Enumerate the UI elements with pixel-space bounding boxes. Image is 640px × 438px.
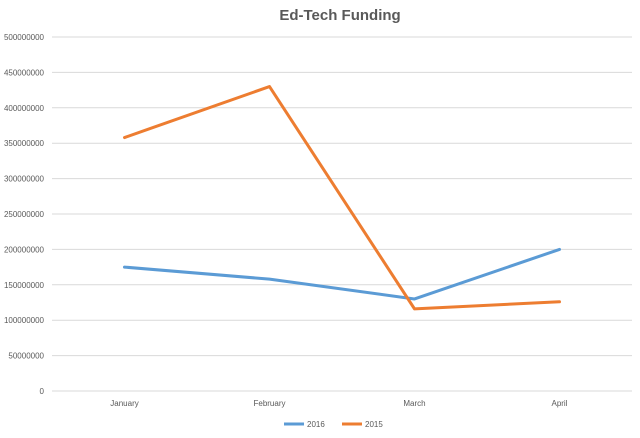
x-tick-label: April — [551, 399, 567, 408]
y-tick-label: 500000000 — [4, 33, 45, 42]
y-tick-label: 100000000 — [4, 316, 45, 325]
y-tick-label: 300000000 — [4, 175, 45, 184]
chart-title: Ed-Tech Funding — [279, 7, 400, 24]
legend: 2016 2015 — [284, 420, 383, 429]
y-tick-label: 200000000 — [4, 245, 45, 254]
y-tick-label: 350000000 — [4, 139, 45, 148]
x-tick-label: March — [403, 399, 425, 408]
series-line-2015 — [123, 85, 561, 311]
x-axis-tick-labels: January February March April — [110, 399, 567, 408]
gridlines — [52, 36, 632, 392]
series-lines — [123, 85, 561, 311]
y-axis-tick-labels: 0 50000000 100000000 150000000 200000000 2500… — [4, 33, 45, 396]
legend-label: 2015 — [365, 420, 383, 429]
legend-label: 2016 — [307, 420, 325, 429]
y-tick-label: 450000000 — [4, 68, 45, 77]
y-tick-label: 0 — [40, 387, 45, 396]
y-tick-label: 400000000 — [4, 104, 45, 113]
y-tick-label: 150000000 — [4, 281, 45, 290]
y-tick-label: 250000000 — [4, 210, 45, 219]
series-line-2016 — [123, 247, 561, 301]
x-tick-label: January — [110, 399, 138, 408]
x-tick-label: February — [253, 399, 285, 408]
y-tick-label: 50000000 — [8, 352, 44, 361]
